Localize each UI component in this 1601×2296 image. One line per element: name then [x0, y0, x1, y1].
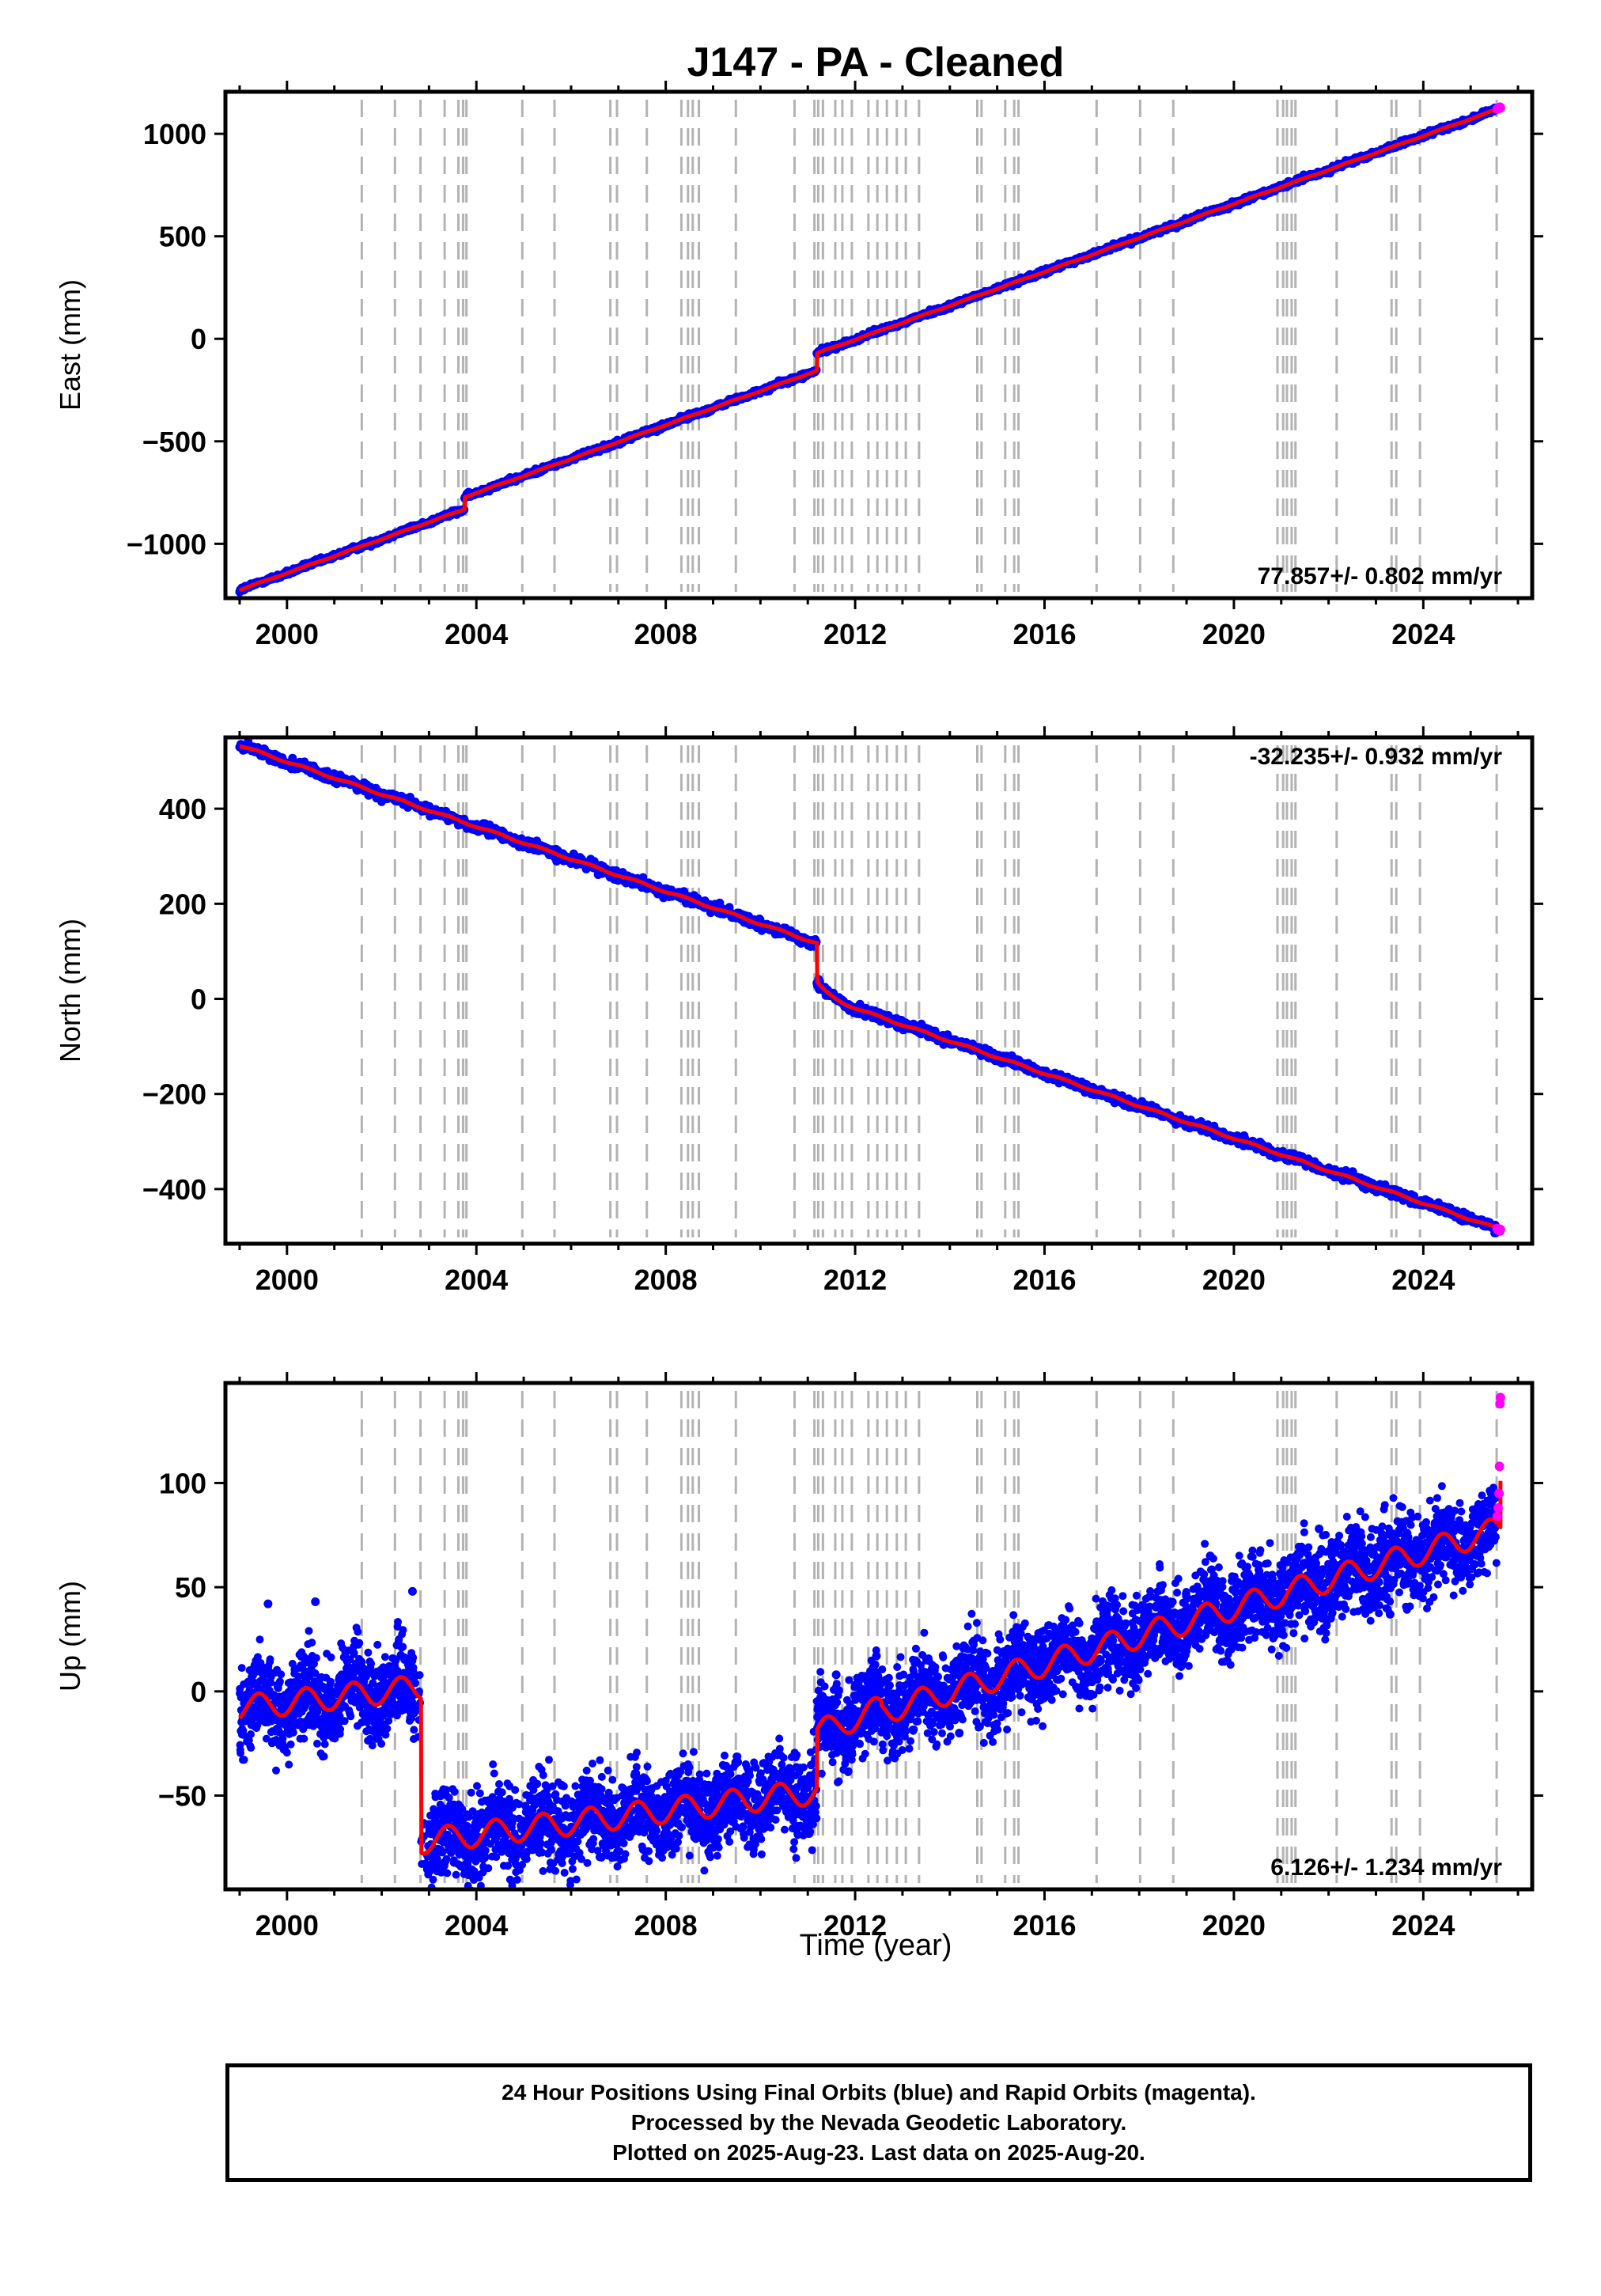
- y-tick-label: −1000: [127, 528, 206, 560]
- north-panel: 2000 2004 2008 2012 2016 2020 2024 −400 −200 0 200…: [54, 726, 1543, 1296]
- x-tick-label: 2016: [1012, 1264, 1076, 1296]
- x-tick-label: 2008: [634, 618, 698, 650]
- y-ticks: [214, 807, 1543, 1191]
- y-axis-label: North (mm): [54, 919, 86, 1063]
- y-tick-label: 1000: [143, 118, 206, 150]
- y-axis-label: East (mm): [54, 279, 86, 411]
- y-tick-label: −400: [142, 1173, 206, 1206]
- east-panel: 2000 2004 2008 2012 2016 2020 2024 −1000 −500 0 50…: [54, 81, 1543, 650]
- x-tick-label: 2000: [255, 618, 319, 650]
- y-tick-label: 0: [191, 323, 206, 355]
- y-tick-label: 0: [191, 983, 206, 1016]
- figure-title: J147 - PA - Cleaned: [687, 40, 1065, 85]
- data-point: [277, 1670, 286, 1679]
- x-tick-label: 2024: [1391, 618, 1455, 650]
- x-tick-label: 2000: [255, 1264, 319, 1296]
- y-tick-label: −200: [142, 1078, 206, 1111]
- x-tick-label: 2012: [823, 1264, 887, 1296]
- x-tick-label: 2020: [1202, 1264, 1266, 1296]
- x-tick-label: 2004: [445, 1264, 508, 1296]
- x-tick-label: 2004: [445, 618, 508, 650]
- data-point: [240, 1756, 248, 1764]
- data-point: [247, 1744, 255, 1752]
- x-tick-label: 2008: [634, 1264, 698, 1296]
- data-point: [285, 1760, 293, 1769]
- x-tick-label: 2020: [1202, 618, 1266, 650]
- x-tick-label: 2024: [1391, 1264, 1455, 1296]
- equipment-change-lines: [360, 100, 1498, 592]
- y-tick-label: −500: [142, 426, 206, 458]
- equipment-change-lines: [360, 745, 1498, 1237]
- up-panel: 2000 2004 2008 2012 2016 2020 2024−50050100Up …: [54, 1372, 1543, 1942]
- rate-label: -32.235+/- 0.932 mm/yr: [1250, 744, 1503, 770]
- data-point: [266, 1655, 274, 1664]
- rate-label: 77.857+/- 0.802 mm/yr: [1258, 563, 1503, 589]
- data-point: [237, 1664, 246, 1673]
- x-tick-label: 2012: [823, 618, 887, 650]
- y-tick-label: 400: [159, 793, 206, 825]
- rapid-point: [1495, 103, 1505, 113]
- data-point: [255, 1635, 264, 1644]
- data-point: [275, 1677, 284, 1686]
- data-point: [282, 1749, 291, 1757]
- y-tick-label: 500: [159, 221, 206, 253]
- x-ticks: [238, 81, 1520, 609]
- y-tick-label: 200: [159, 888, 206, 920]
- rapid-point: [1495, 1224, 1505, 1234]
- x-tick-label: 2016: [1012, 618, 1076, 650]
- data-point: [247, 1730, 255, 1738]
- data-point: [278, 1734, 287, 1743]
- y-ticks: [214, 132, 1543, 545]
- data-point: [272, 1766, 280, 1775]
- data-point: [237, 1749, 244, 1757]
